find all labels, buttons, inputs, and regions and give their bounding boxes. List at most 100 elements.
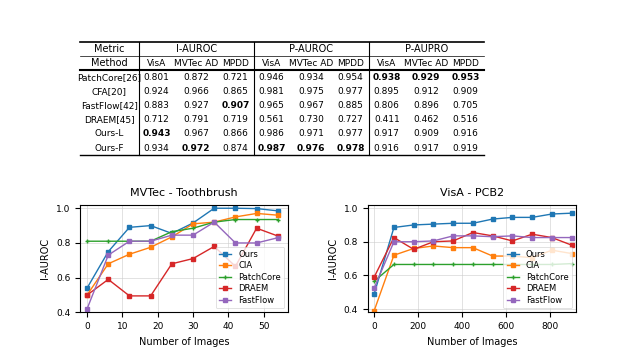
Line: PatchCore: PatchCore (85, 217, 280, 243)
Line: FastFlow: FastFlow (85, 220, 280, 311)
Text: 0.934: 0.934 (144, 144, 170, 153)
DRAEM (147, 294, 154, 298)
Text: 0.705: 0.705 (452, 101, 479, 110)
FastFlow (168, 233, 175, 237)
Text: 0.967: 0.967 (298, 101, 324, 110)
CIA (469, 246, 477, 250)
Text: 0.909: 0.909 (452, 87, 479, 96)
Ours (469, 221, 477, 225)
Text: MVTec AD: MVTec AD (289, 59, 333, 68)
Text: Method: Method (91, 58, 127, 68)
Text: VisA: VisA (262, 59, 282, 68)
Text: 0.938: 0.938 (372, 73, 401, 82)
Line: FastFlow: FastFlow (372, 234, 573, 290)
Ours (509, 215, 516, 219)
Text: MVTec AD: MVTec AD (174, 59, 218, 68)
DRAEM (232, 264, 239, 269)
DRAEM (528, 232, 536, 236)
Text: 0.929: 0.929 (412, 73, 440, 82)
PatchCore (83, 239, 91, 243)
Line: DRAEM: DRAEM (85, 226, 280, 298)
PatchCore (469, 262, 477, 266)
FastFlow (429, 239, 437, 243)
Ours (147, 224, 154, 228)
FastFlow (274, 236, 282, 240)
Text: 0.721: 0.721 (223, 73, 248, 82)
Text: 0.965: 0.965 (259, 101, 285, 110)
Text: 0.971: 0.971 (298, 130, 324, 138)
DRAEM (390, 236, 398, 240)
Text: 0.977: 0.977 (338, 130, 364, 138)
Text: 0.953: 0.953 (451, 73, 480, 82)
FastFlow (147, 239, 154, 243)
FastFlow (489, 234, 497, 239)
Text: 0.895: 0.895 (374, 87, 400, 96)
Ours (489, 217, 497, 221)
DRAEM (489, 234, 497, 238)
Line: CIA: CIA (372, 244, 573, 313)
CIA (509, 254, 516, 258)
Ours (168, 231, 175, 236)
Text: PatchCore[26]: PatchCore[26] (77, 73, 141, 82)
Text: 0.907: 0.907 (221, 101, 250, 110)
CIA (147, 245, 154, 250)
Text: 0.791: 0.791 (183, 115, 209, 124)
Legend: Ours, CIA, PatchCore, DRAEM, FastFlow: Ours, CIA, PatchCore, DRAEM, FastFlow (216, 246, 284, 308)
Ours (548, 212, 556, 216)
CIA (168, 235, 175, 239)
Text: MPDD: MPDD (337, 59, 364, 68)
FastFlow (211, 220, 218, 224)
Ours (568, 211, 575, 215)
FastFlow (568, 236, 575, 240)
PatchCore (168, 230, 175, 234)
Text: 0.896: 0.896 (413, 101, 439, 110)
Text: 0.561: 0.561 (259, 115, 285, 124)
PatchCore (449, 262, 457, 266)
Ours (232, 206, 239, 210)
PatchCore (429, 262, 437, 266)
DRAEM (371, 275, 378, 279)
FastFlow (509, 234, 516, 238)
Text: 0.730: 0.730 (298, 115, 324, 124)
DRAEM (449, 239, 457, 243)
PatchCore (274, 217, 282, 221)
Ours (125, 225, 133, 230)
Text: Ours-F: Ours-F (95, 144, 124, 153)
Text: 0.909: 0.909 (413, 130, 439, 138)
Text: P-AUROC: P-AUROC (289, 44, 333, 54)
Line: Ours: Ours (372, 211, 573, 296)
Title: VisA - PCB2: VisA - PCB2 (440, 188, 504, 198)
Text: FastFlow[42]: FastFlow[42] (81, 101, 138, 110)
Text: P-AUPRO: P-AUPRO (404, 44, 448, 54)
CIA (548, 248, 556, 252)
PatchCore (147, 239, 154, 243)
Text: 0.924: 0.924 (144, 87, 170, 96)
FastFlow (371, 286, 378, 290)
Text: 0.972: 0.972 (182, 144, 211, 153)
DRAEM (253, 226, 260, 230)
DRAEM (83, 293, 91, 297)
Text: 0.977: 0.977 (338, 87, 364, 96)
Text: 0.411: 0.411 (374, 115, 399, 124)
CIA (449, 246, 457, 250)
Text: MPDD: MPDD (222, 59, 249, 68)
Ours (449, 221, 457, 225)
Text: 0.865: 0.865 (223, 87, 248, 96)
Text: 0.987: 0.987 (257, 144, 286, 153)
Text: DRAEM[45]: DRAEM[45] (84, 115, 134, 124)
PatchCore (125, 239, 133, 243)
FastFlow (189, 233, 197, 237)
CIA (104, 262, 112, 266)
Text: 0.946: 0.946 (259, 73, 285, 82)
DRAEM (509, 239, 516, 243)
PatchCore (509, 262, 516, 266)
CIA (189, 222, 197, 226)
PatchCore (410, 262, 417, 266)
Ours (253, 206, 260, 211)
FastFlow (253, 241, 260, 245)
PatchCore (189, 226, 197, 230)
PatchCore (390, 262, 398, 266)
DRAEM (211, 244, 218, 249)
DRAEM (168, 262, 175, 266)
Ours (189, 221, 197, 225)
